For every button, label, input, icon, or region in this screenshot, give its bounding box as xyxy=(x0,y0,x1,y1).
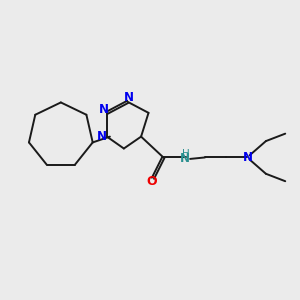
Text: N: N xyxy=(97,130,106,143)
Text: N: N xyxy=(179,152,190,165)
Text: N: N xyxy=(99,103,109,116)
Text: N: N xyxy=(124,92,134,104)
Text: H: H xyxy=(182,148,190,159)
Text: O: O xyxy=(146,175,157,188)
Text: N: N xyxy=(242,151,253,164)
